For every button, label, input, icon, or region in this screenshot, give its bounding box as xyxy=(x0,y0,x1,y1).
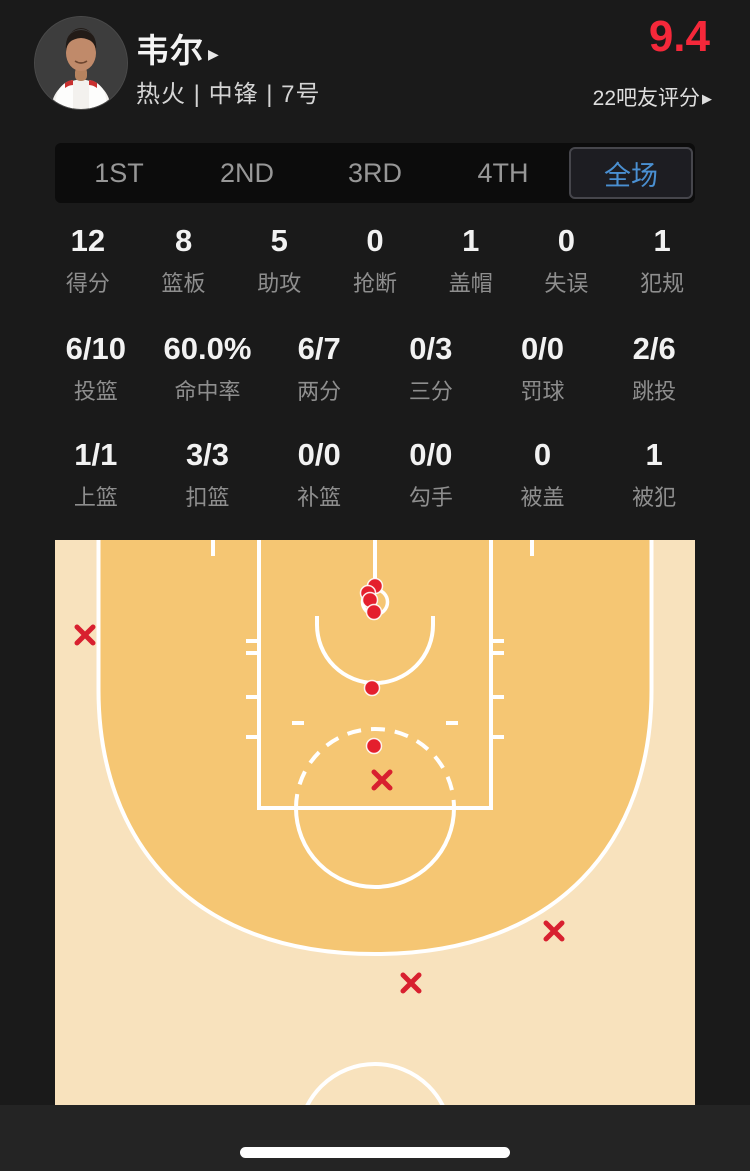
missed-shot-marker xyxy=(74,624,96,646)
stat-label: 篮板 xyxy=(161,271,206,296)
stat-value: 0/3 xyxy=(409,331,453,366)
stat-cell: 1 盖帽 xyxy=(423,222,519,298)
team-position-number: 热火 | 中锋 | 7号 xyxy=(136,81,321,108)
stat-cell: 6/7 两分 xyxy=(263,330,375,406)
stat-cell: 1 被犯 xyxy=(598,436,710,512)
stat-value: 1 xyxy=(645,437,663,472)
stat-row-basic: 12 得分 8 篮板 5 助攻 0 抢断 1 盖帽 0 失误 1 犯规 xyxy=(40,222,710,298)
stat-row-shot-types: 1/1 上篮 3/3 扣篮 0/0 补篮 0/0 勾手 0 被盖 1 被犯 xyxy=(40,436,710,512)
stat-cell: 0/0 补篮 xyxy=(263,436,375,512)
missed-shot-marker xyxy=(400,972,422,994)
missed-shot-marker xyxy=(543,920,565,942)
stat-cell: 0 失误 xyxy=(519,222,615,298)
stat-cell: 5 助攻 xyxy=(231,222,327,298)
stat-label: 上篮 xyxy=(73,485,118,510)
stat-label: 跳投 xyxy=(632,379,677,404)
fan-rating-score: 9.4 xyxy=(648,12,710,61)
stat-value: 0 xyxy=(557,223,576,258)
stat-value: 0/0 xyxy=(297,437,341,472)
stat-label: 被盖 xyxy=(520,485,565,510)
stat-label: 盖帽 xyxy=(448,271,493,296)
stat-label: 抢断 xyxy=(352,271,397,296)
stat-value: 6/10 xyxy=(65,331,126,366)
bottom-bar xyxy=(0,1105,750,1171)
stat-value: 1/1 xyxy=(74,437,118,472)
stat-cell: 1 犯规 xyxy=(614,222,710,298)
home-indicator[interactable] xyxy=(240,1147,510,1158)
player-photo xyxy=(35,17,127,109)
tab-1ST[interactable]: 1ST xyxy=(94,157,144,188)
stat-cell: 0/0 罚球 xyxy=(487,330,599,406)
stat-cell: 0/0 勾手 xyxy=(375,436,487,512)
player-name[interactable]: 韦尔 ▶ xyxy=(136,32,220,69)
stat-value: 1 xyxy=(653,223,671,258)
stat-label: 扣篮 xyxy=(185,485,230,510)
stat-value: 1 xyxy=(462,223,480,258)
stat-value: 8 xyxy=(174,223,193,258)
tab-4TH[interactable]: 4TH xyxy=(477,157,529,188)
stat-label: 投篮 xyxy=(73,379,118,404)
stat-row-shooting: 6/10 投篮 60.0% 命中率 6/7 两分 0/3 三分 0/0 罚球 2… xyxy=(40,330,710,406)
stat-cell: 6/10 投篮 xyxy=(40,330,152,406)
stat-cell: 12 得分 xyxy=(40,222,136,298)
tab-3RD[interactable]: 3RD xyxy=(347,157,402,188)
tab-全场[interactable]: 全场 xyxy=(569,147,693,199)
stat-cell: 0 抢断 xyxy=(327,222,423,298)
stat-value: 0 xyxy=(366,223,384,258)
shot-chart[interactable] xyxy=(55,540,695,1171)
stat-cell: 0/3 三分 xyxy=(375,330,487,406)
missed-shot-marker xyxy=(371,769,393,791)
stat-label: 三分 xyxy=(408,379,453,404)
free-throw-circle-top xyxy=(294,727,456,809)
stat-label: 被犯 xyxy=(632,485,677,510)
baseline-ticks xyxy=(211,540,534,556)
stat-value: 5 xyxy=(270,223,288,258)
stat-label: 罚球 xyxy=(520,379,565,404)
made-shot-marker xyxy=(365,737,383,755)
stat-value: 0/0 xyxy=(520,331,565,366)
stat-label: 失误 xyxy=(544,271,589,296)
stat-cell: 60.0% 命中率 xyxy=(152,330,264,406)
stat-cell: 2/6 跳投 xyxy=(598,330,710,406)
stat-value: 3/3 xyxy=(185,437,230,472)
fan-rating-link[interactable]: 22吧友评分 ▶ xyxy=(592,87,712,110)
made-shot-marker xyxy=(365,603,383,621)
three-point-line xyxy=(96,540,654,957)
stat-value: 2/6 xyxy=(632,331,676,366)
stat-label: 犯规 xyxy=(640,271,685,296)
stat-label: 勾手 xyxy=(408,485,453,510)
stat-value: 0/0 xyxy=(409,437,453,472)
lane-hash-marks xyxy=(246,639,504,739)
stat-label: 命中率 xyxy=(174,379,241,404)
stat-value: 12 xyxy=(70,223,106,258)
player-avatar[interactable] xyxy=(34,16,128,110)
stat-cell: 0 被盖 xyxy=(487,436,599,512)
quarter-tab-bar: 1ST 2ND 3RD 4TH 全场 xyxy=(55,143,695,203)
halfcourt-diagram xyxy=(55,540,695,1171)
stat-value: 60.0% xyxy=(163,331,252,366)
lane-lines xyxy=(257,540,493,810)
stat-label: 补篮 xyxy=(297,485,342,510)
tab-2ND[interactable]: 2ND xyxy=(219,157,274,188)
stat-value: 6/7 xyxy=(297,331,341,366)
stat-cell: 3/3 扣篮 xyxy=(152,436,264,512)
stat-label: 助攻 xyxy=(257,271,302,296)
stat-label: 得分 xyxy=(65,271,110,296)
stat-cell: 1/1 上篮 xyxy=(40,436,152,512)
stat-label: 两分 xyxy=(297,379,342,404)
rating-arrow-icon: ▶ xyxy=(702,91,712,106)
stat-value: 0 xyxy=(533,437,552,472)
player-header: 韦尔 ▶ 热火 | 中锋 | 7号 9.4 22吧友评分 ▶ xyxy=(0,0,750,140)
free-throw-circle-bottom xyxy=(294,807,456,889)
stat-cell: 8 篮板 xyxy=(136,222,232,298)
shot-marks xyxy=(74,577,565,994)
made-shot-marker xyxy=(363,679,381,697)
name-arrow-icon: ▶ xyxy=(208,46,220,62)
